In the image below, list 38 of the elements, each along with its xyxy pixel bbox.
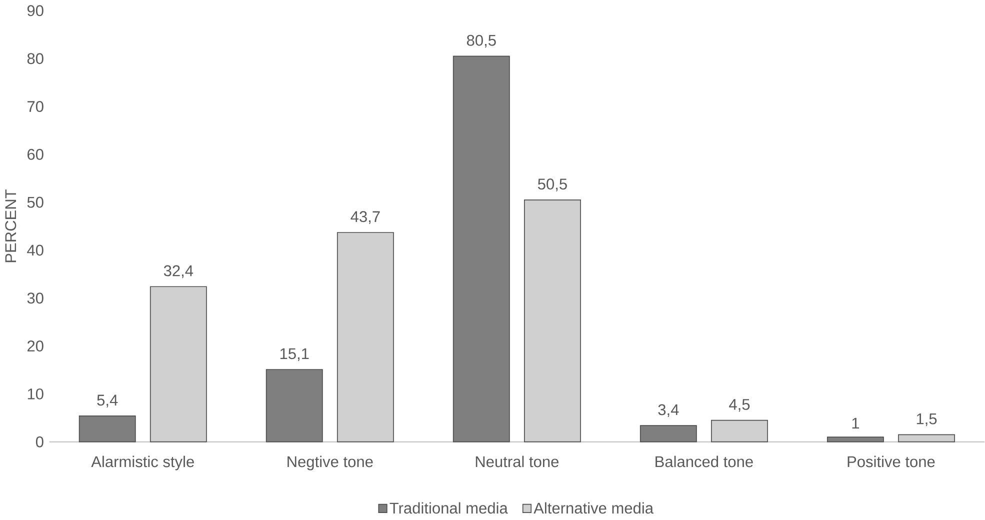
data-label: 32,4 — [164, 265, 194, 278]
x-tick-label: Negtive tone — [288, 456, 373, 470]
x-tick-label: Alarmistic style — [91, 456, 194, 470]
x-tick-label: Positive tone — [848, 456, 935, 468]
y-tick-label: 20 — [28, 340, 44, 352]
y-tick-label: 0 — [36, 436, 44, 448]
y-tick-label: 50 — [27, 196, 44, 208]
data-label: 4,5 — [729, 399, 750, 412]
data-label: 1,5 — [916, 413, 937, 426]
y-tick-label: 40 — [27, 244, 44, 256]
bar — [524, 200, 581, 442]
data-label: 1 — [852, 418, 860, 429]
data-label: 43,7 — [350, 211, 380, 224]
data-label: 3,4 — [658, 404, 679, 418]
y-tick-label: 30 — [27, 292, 44, 304]
bar — [826, 436, 884, 442]
legend-label: Traditional media — [390, 502, 508, 514]
y-tick-label: 80 — [27, 53, 44, 64]
y-tick-label: 10 — [28, 388, 44, 400]
bar — [336, 232, 394, 442]
bar — [640, 425, 697, 442]
y-tick-label: 70 — [28, 101, 44, 112]
x-tick-label: Neutral tone — [476, 456, 559, 468]
bar — [78, 416, 136, 442]
bar — [150, 286, 207, 442]
bar — [898, 434, 955, 442]
data-label: 50,5 — [538, 178, 567, 192]
legend-label: Alternative media — [534, 502, 654, 514]
y-tick-label: 90 — [27, 5, 44, 16]
data-label: 5,4 — [97, 394, 118, 408]
data-label: 15,1 — [280, 348, 309, 361]
bar — [711, 420, 768, 442]
y-tick-label: 60 — [28, 148, 44, 160]
x-tick-label: Balanced tone — [656, 456, 753, 468]
bar — [452, 56, 510, 442]
y-axis-title: PERCENT — [5, 190, 16, 262]
data-label: 80,5 — [466, 34, 496, 48]
bar — [266, 369, 323, 442]
